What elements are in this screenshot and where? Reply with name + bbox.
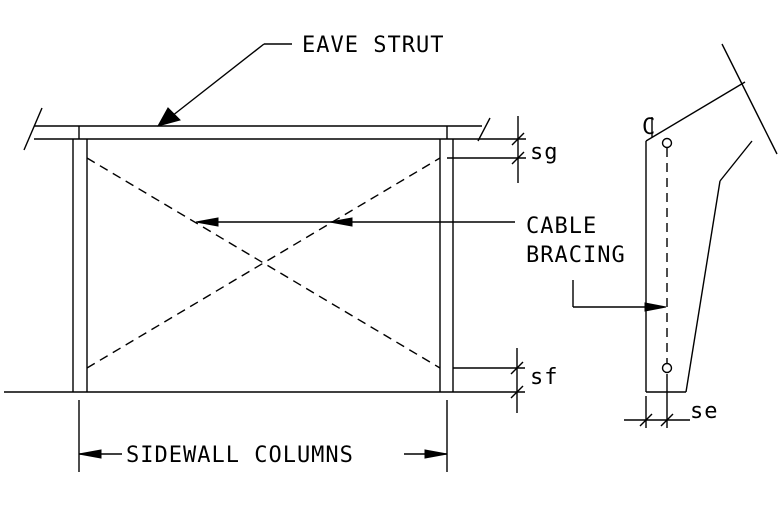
cable-bracing-label-line1: CABLE (526, 214, 597, 239)
sidewall-column-left (72, 139, 88, 392)
eave-strut-label: EAVE STRUT (302, 33, 444, 58)
sf-label: sf (530, 365, 559, 390)
rafter-line (721, 43, 778, 155)
sidewall-columns-label: SIDEWALL COLUMNS (126, 443, 354, 468)
dim-arrow-left (78, 449, 102, 459)
eave-strut-arrow (156, 107, 181, 127)
se-dimension: se (624, 374, 719, 428)
hole-bottom (661, 362, 673, 374)
break-mark-left (23, 107, 43, 151)
eave-strut-callout: EAVE STRUT (156, 33, 444, 127)
sf-dimension: sf (453, 348, 559, 413)
bracing-arrow-left (195, 217, 219, 227)
se-label: se (690, 399, 719, 424)
centerline-symbol: C (642, 115, 656, 140)
section-bracing-pointer (572, 280, 667, 312)
eave-strut (34, 125, 482, 140)
cable-bracing-x (86, 157, 441, 369)
hole-top (661, 137, 673, 149)
bracing-arrow-center (329, 217, 353, 227)
section-column (645, 81, 753, 393)
front-elevation: sg sf SIDEWALL COLUMNS EAVE STRUT (4, 33, 626, 472)
sidewall-column-right (439, 139, 454, 392)
sg-dimension: sg (447, 116, 559, 183)
sg-label: sg (530, 140, 559, 165)
side-section: C se (572, 43, 778, 428)
cable-bracing-label-line2: BRACING (526, 243, 626, 268)
cable-bracing-callout: CABLE BRACING (195, 214, 626, 268)
section-cable (661, 137, 673, 374)
break-mark-right (477, 117, 491, 142)
sidewall-columns-dimension: SIDEWALL COLUMNS (78, 400, 448, 472)
dim-arrow-right (424, 449, 448, 459)
section-bracing-arrow (644, 302, 667, 312)
